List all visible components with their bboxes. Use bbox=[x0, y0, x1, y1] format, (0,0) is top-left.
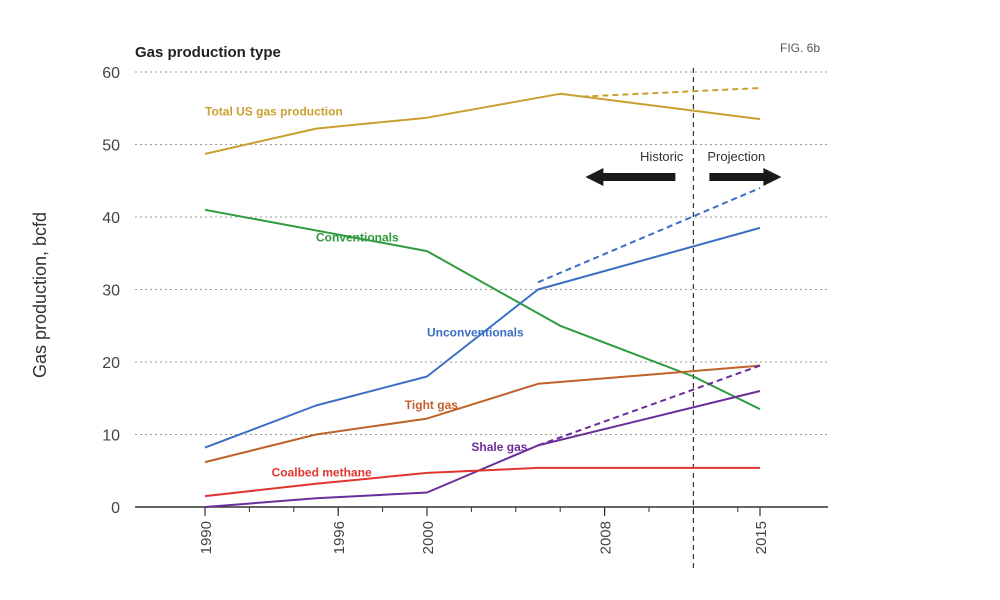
projection-label: Projection bbox=[707, 149, 765, 164]
historic-label: Historic bbox=[640, 149, 684, 164]
chart-title: Gas production type bbox=[135, 44, 281, 61]
x-tick-label: 2000 bbox=[420, 521, 437, 554]
series-label-tight-gas: Tight gas bbox=[405, 398, 458, 412]
series-line-total-us-gas-production bbox=[204, 92, 761, 155]
series-label-shale-gas: Shale gas bbox=[471, 440, 527, 454]
x-tick-label: 1990 bbox=[198, 521, 215, 554]
y-tick-label: 60 bbox=[102, 65, 120, 82]
historic-arrow bbox=[585, 168, 676, 186]
projection-arrow bbox=[709, 168, 782, 186]
grid-lines bbox=[135, 71, 828, 435]
y-axis-label: Gas production, bcfd bbox=[30, 212, 50, 378]
projection-line-total-us-gas-production bbox=[582, 87, 761, 98]
y-tick-label: 40 bbox=[102, 210, 120, 227]
period-indicator: Historic Projection bbox=[585, 149, 782, 186]
projection-line-shale-gas bbox=[537, 364, 761, 447]
y-tick-label: 50 bbox=[102, 138, 120, 155]
series-label-total-us-gas-production: Total US gas production bbox=[205, 105, 343, 119]
projection-line-unconventionals bbox=[537, 187, 761, 284]
y-tick-label: 10 bbox=[102, 428, 120, 445]
x-tick-label: 2008 bbox=[598, 521, 615, 554]
y-tick-label: 0 bbox=[111, 500, 120, 517]
series-label-coalbed-methane: Coalbed methane bbox=[272, 466, 372, 480]
series-line-tight-gas bbox=[204, 364, 761, 464]
x-tick-label: 1996 bbox=[331, 521, 348, 554]
y-tick-label: 20 bbox=[102, 355, 120, 372]
series-label-unconventionals: Unconventionals bbox=[427, 326, 524, 340]
series-labels: Total US gas production Conventionals Unco… bbox=[205, 105, 528, 480]
y-tick-label: 30 bbox=[102, 283, 120, 300]
series-line-unconventionals bbox=[204, 226, 761, 449]
series-line-shale-gas bbox=[204, 390, 761, 508]
series-lines bbox=[204, 87, 761, 508]
series-line-conventionals bbox=[204, 208, 761, 410]
series-label-conventionals: Conventionals bbox=[316, 231, 399, 245]
figure-label: FIG. 6b bbox=[780, 41, 820, 55]
x-tick-label: 2015 bbox=[753, 521, 770, 554]
series-line-coalbed-methane bbox=[204, 466, 760, 498]
axes: 0 10 20 30 40 50 60 1990 1996 2000 2008 2015 bbox=[102, 65, 828, 568]
